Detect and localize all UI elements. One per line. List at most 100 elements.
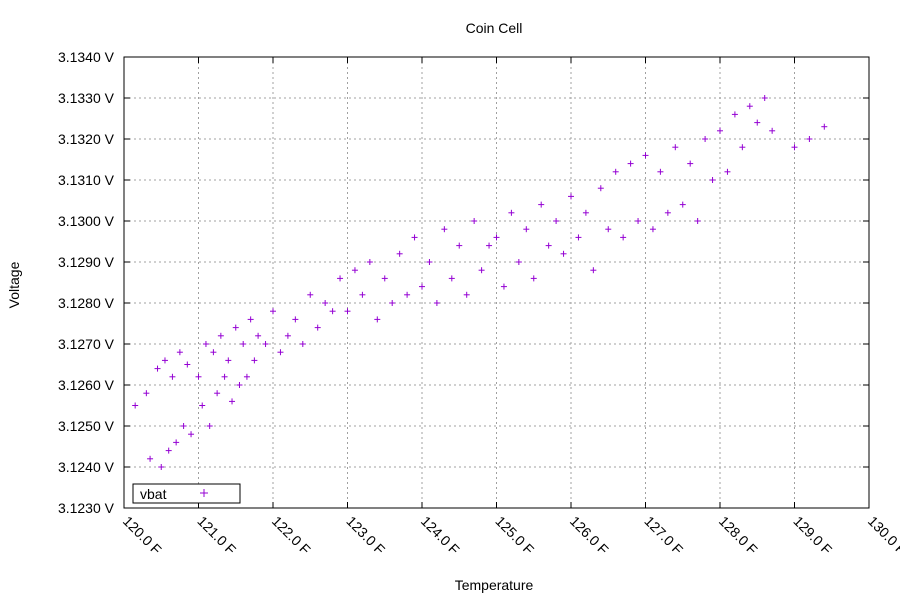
data-point bbox=[635, 218, 642, 224]
data-point bbox=[381, 275, 388, 282]
y-axis-label: Voltage bbox=[6, 261, 22, 308]
legend-label-vbat: vbat bbox=[140, 486, 167, 502]
data-point bbox=[314, 324, 321, 331]
data-point bbox=[359, 291, 366, 298]
data-point bbox=[791, 144, 798, 151]
data-point bbox=[270, 308, 276, 315]
data-point bbox=[739, 144, 746, 151]
data-point bbox=[463, 291, 470, 298]
data-point bbox=[612, 168, 619, 175]
y-tick-label: 3.1300 V bbox=[58, 213, 115, 229]
data-point bbox=[523, 226, 530, 233]
data-point bbox=[184, 361, 191, 368]
data-point bbox=[199, 402, 206, 409]
chart-title: Coin Cell bbox=[466, 20, 523, 36]
data-point bbox=[515, 259, 522, 265]
data-point bbox=[471, 218, 478, 224]
y-tick-label: 3.1280 V bbox=[58, 295, 115, 311]
x-tick-label: 124.0 F bbox=[418, 513, 463, 558]
data-point bbox=[806, 136, 813, 142]
data-point bbox=[769, 127, 776, 134]
data-point bbox=[396, 250, 403, 257]
x-tick-label: 129.0 F bbox=[790, 513, 835, 558]
data-point bbox=[433, 300, 440, 306]
y-tick-label: 3.1260 V bbox=[58, 377, 115, 393]
data-point bbox=[508, 209, 515, 216]
data-point bbox=[165, 447, 172, 454]
data-point bbox=[389, 300, 396, 306]
data-point bbox=[731, 111, 738, 118]
y-tick-label: 3.1230 V bbox=[58, 500, 115, 516]
data-point bbox=[657, 168, 664, 175]
data-point bbox=[229, 398, 236, 405]
x-tick-label: 126.0 F bbox=[567, 513, 612, 558]
x-tick-label: 123.0 F bbox=[343, 513, 388, 558]
data-point bbox=[448, 275, 455, 282]
data-point bbox=[176, 349, 183, 356]
data-point bbox=[243, 373, 250, 380]
data-point bbox=[642, 152, 649, 159]
data-point bbox=[206, 423, 213, 429]
data-point bbox=[530, 275, 537, 282]
data-point bbox=[649, 226, 656, 233]
data-point bbox=[486, 242, 493, 249]
data-point bbox=[687, 160, 694, 167]
x-tick-label: 120.0 F bbox=[120, 513, 165, 558]
data-point bbox=[161, 357, 168, 364]
data-point bbox=[724, 168, 731, 175]
data-point bbox=[158, 464, 165, 470]
data-point bbox=[322, 300, 329, 306]
grid-lines bbox=[124, 57, 869, 508]
y-tick-label: 3.1270 V bbox=[58, 336, 115, 352]
data-point bbox=[251, 357, 258, 364]
data-point bbox=[605, 226, 612, 233]
x-tick-label: 122.0 F bbox=[269, 513, 314, 558]
data-point bbox=[754, 119, 761, 126]
data-point bbox=[292, 316, 299, 323]
data-point bbox=[299, 341, 306, 347]
x-tick-label: 130.0 F bbox=[865, 513, 900, 558]
x-tick-label: 128.0 F bbox=[716, 513, 761, 558]
data-point bbox=[284, 332, 291, 339]
data-point bbox=[262, 341, 269, 347]
data-point bbox=[500, 283, 507, 290]
data-point bbox=[307, 291, 314, 298]
data-point bbox=[553, 218, 560, 224]
data-point bbox=[154, 365, 161, 372]
data-point bbox=[404, 291, 411, 298]
y-tick-label: 3.1340 V bbox=[58, 49, 115, 65]
data-point bbox=[419, 283, 425, 290]
data-point bbox=[247, 316, 254, 323]
data-point bbox=[147, 455, 154, 462]
data-point bbox=[329, 308, 336, 315]
legend-marker bbox=[200, 489, 208, 497]
data-point bbox=[217, 332, 224, 339]
data-point bbox=[590, 267, 597, 274]
data-point bbox=[478, 267, 485, 274]
x-tick-label: 125.0 F bbox=[492, 513, 537, 558]
data-point bbox=[132, 402, 139, 409]
data-point bbox=[195, 373, 202, 380]
data-point bbox=[538, 201, 545, 208]
x-tick-label: 127.0 F bbox=[641, 513, 686, 558]
data-point bbox=[426, 259, 433, 265]
data-point bbox=[746, 103, 753, 110]
data-point bbox=[672, 144, 679, 151]
y-axis-ticks: 3.1230 V 3.1240 V 3.1250 V 3.1260 V 3.1270 V… bbox=[58, 49, 869, 516]
data-point bbox=[240, 341, 247, 347]
data-point bbox=[560, 250, 567, 257]
data-point bbox=[456, 242, 463, 249]
data-point bbox=[597, 185, 604, 192]
data-point bbox=[441, 226, 448, 233]
data-point bbox=[627, 160, 634, 167]
data-point bbox=[545, 242, 552, 249]
data-point bbox=[180, 423, 187, 429]
data-point bbox=[173, 439, 180, 446]
data-point bbox=[344, 308, 351, 315]
data-point bbox=[717, 127, 723, 134]
data-point bbox=[188, 431, 195, 438]
x-axis-label: Temperature bbox=[455, 577, 534, 593]
y-tick-label: 3.1290 V bbox=[58, 254, 115, 270]
y-tick-label: 3.1320 V bbox=[58, 131, 115, 147]
